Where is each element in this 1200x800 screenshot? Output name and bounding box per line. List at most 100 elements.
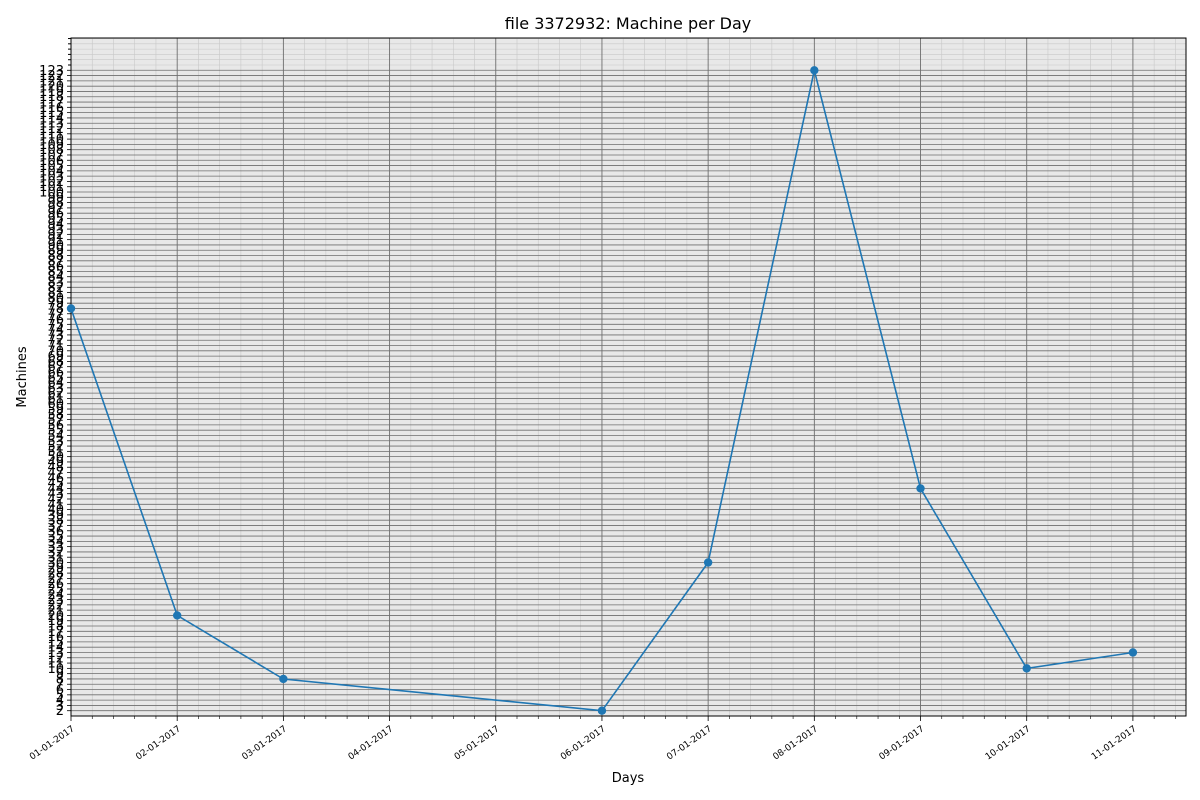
y-tick-label: 33 bbox=[47, 540, 64, 555]
y-tick-label: 20 bbox=[47, 609, 64, 624]
x-tick-label: 10-01-2017 bbox=[984, 724, 1033, 762]
y-tick-label: 64 bbox=[47, 376, 64, 391]
y-tick-label: 23 bbox=[47, 593, 64, 608]
y-tick-label: 31 bbox=[47, 551, 64, 566]
y-tick-label: 30 bbox=[47, 556, 64, 571]
y-tick-label: 41 bbox=[47, 498, 64, 513]
y-tick-label: 65 bbox=[47, 371, 64, 386]
y-tick-label: 83 bbox=[47, 275, 64, 290]
y-tick-label: 3 bbox=[56, 699, 64, 714]
y-tick-label: 91 bbox=[47, 233, 64, 248]
y-tick-label: 80 bbox=[47, 291, 64, 306]
y-tick-label: 26 bbox=[47, 577, 64, 592]
y-tick-label: 57 bbox=[47, 413, 64, 428]
data-point bbox=[1022, 664, 1031, 673]
y-tick-label: 117 bbox=[39, 96, 64, 111]
y-tick-label: 116 bbox=[39, 101, 64, 116]
y-tick-label: 17 bbox=[47, 625, 64, 640]
x-tick-label: 01-01-2017 bbox=[28, 724, 77, 762]
major-grid bbox=[70, 38, 1186, 716]
y-tick-label: 120 bbox=[39, 80, 64, 95]
y-tick-label: 85 bbox=[47, 265, 64, 280]
y-tick-label: 48 bbox=[47, 461, 64, 476]
y-tick-label: 89 bbox=[47, 244, 64, 259]
y-tick-label: 12 bbox=[47, 651, 64, 666]
y-tick-label: 115 bbox=[39, 106, 64, 121]
x-ticks: 01-01-2017 02-01-2017 03-01-2017 04-01-2017… bbox=[28, 716, 1176, 762]
y-tick-label: 107 bbox=[39, 148, 64, 163]
y-tick-label: 71 bbox=[47, 339, 64, 354]
y-tick-label: 88 bbox=[47, 249, 64, 264]
y-tick-label: 70 bbox=[47, 344, 64, 359]
x-tick-label: 09-01-2017 bbox=[878, 724, 927, 762]
data-point bbox=[66, 304, 76, 313]
y-tick-label: 95 bbox=[47, 212, 64, 227]
y-tick-label: 35 bbox=[47, 530, 64, 545]
y-tick-label: 84 bbox=[47, 270, 64, 285]
y-tick-label: 14 bbox=[47, 641, 64, 656]
y-tick-label: 42 bbox=[47, 492, 64, 507]
y-tick-label: 2 bbox=[56, 704, 64, 719]
y-tick-label: 119 bbox=[39, 85, 64, 100]
x-tick-label: 11-01-2017 bbox=[1090, 724, 1139, 762]
y-tick-label: 29 bbox=[47, 561, 64, 576]
y-tick-label: 103 bbox=[39, 170, 64, 185]
y-tick-label: 53 bbox=[47, 434, 64, 449]
y-tick-label: 49 bbox=[47, 455, 64, 470]
y-tick-label: 50 bbox=[47, 450, 64, 465]
data-point bbox=[810, 66, 819, 75]
x-tick-label: 07-01-2017 bbox=[665, 724, 714, 762]
y-tick-label: 19 bbox=[47, 614, 64, 629]
x-tick-label: 05-01-2017 bbox=[453, 724, 502, 762]
y-tick-label: 82 bbox=[47, 281, 64, 296]
y-tick-label: 4 bbox=[56, 694, 64, 709]
y-tick-label: 101 bbox=[39, 180, 64, 195]
y-tick-label: 52 bbox=[47, 440, 64, 455]
chart-title: file 3372932: Machine per Day bbox=[505, 14, 752, 33]
y-tick-label: 21 bbox=[47, 604, 64, 619]
y-tick-label: 96 bbox=[47, 207, 64, 222]
x-tick-label: 02-01-2017 bbox=[134, 724, 183, 762]
y-tick-label: 16 bbox=[47, 630, 64, 645]
y-tick-label: 37 bbox=[47, 519, 64, 534]
y-tick-label: 46 bbox=[47, 471, 64, 486]
data-point bbox=[916, 484, 925, 493]
y-tick-label: 75 bbox=[47, 318, 64, 333]
y-tick-label: 113 bbox=[39, 117, 64, 132]
y-tick-label: 45 bbox=[47, 477, 64, 492]
y-tick-label: 55 bbox=[47, 424, 64, 439]
y-tick-label: 77 bbox=[47, 307, 64, 322]
y-tick-label: 100 bbox=[39, 186, 64, 201]
y-tick-label: 108 bbox=[39, 143, 64, 158]
y-tick-label: 73 bbox=[47, 328, 64, 343]
y-tick-label: 32 bbox=[47, 545, 64, 560]
y-tick-label: 6 bbox=[56, 683, 64, 698]
y-tick-label: 54 bbox=[47, 429, 64, 444]
y-tick-label: 62 bbox=[47, 387, 64, 402]
y-tick-label: 109 bbox=[39, 138, 64, 153]
data-point bbox=[1128, 648, 1138, 657]
series-machines bbox=[66, 66, 1138, 715]
y-tick-label: 68 bbox=[47, 355, 64, 370]
y-tick-label: 8 bbox=[56, 672, 64, 687]
y-tick-label: 5 bbox=[56, 688, 64, 703]
y-tick-label: 60 bbox=[47, 397, 64, 412]
y-tick-label: 74 bbox=[47, 323, 64, 338]
y-tick-label: 112 bbox=[39, 122, 64, 137]
x-tick-label: 08-01-2017 bbox=[771, 724, 820, 762]
y-tick-label: 87 bbox=[47, 254, 64, 269]
y-tick-label: 38 bbox=[47, 514, 64, 529]
y-tick-label: 69 bbox=[47, 350, 64, 365]
y-tick-label: 123 bbox=[39, 64, 64, 79]
y-tick-label: 56 bbox=[47, 418, 64, 433]
y-tick-label: 58 bbox=[47, 408, 64, 423]
y-tick-label: 25 bbox=[47, 582, 64, 597]
y-tick-label: 24 bbox=[47, 588, 64, 603]
y-tick-label: 22 bbox=[47, 598, 64, 613]
y-tick-label: 94 bbox=[47, 217, 64, 232]
y-tick-label: 59 bbox=[47, 403, 64, 418]
y-tick-label: 10 bbox=[47, 662, 64, 677]
x-tick-label: 03-01-2017 bbox=[241, 724, 290, 762]
y-tick-label: 121 bbox=[39, 74, 64, 89]
